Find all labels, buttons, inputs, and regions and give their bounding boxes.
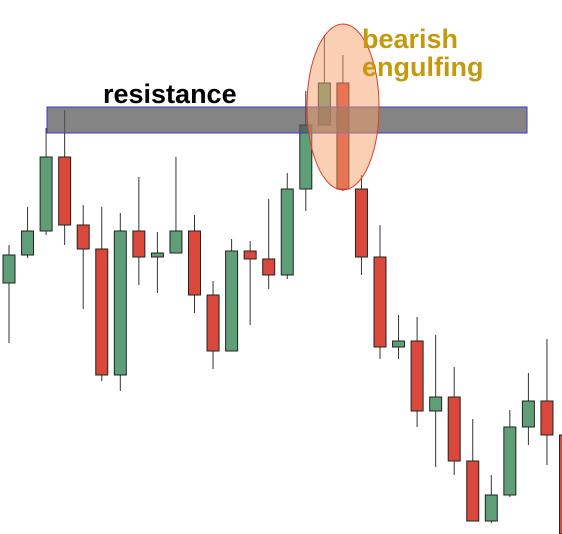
candle-body [132,230,146,258]
candle-body [392,340,406,348]
candle-body [429,396,443,412]
candle-body [466,460,480,522]
annotation: engulfing [362,52,483,82]
highlight [306,23,380,191]
candle-body [484,494,498,522]
candle-body [113,230,127,376]
candle-body [58,156,72,226]
candle-body [280,188,294,276]
candle-body [76,224,90,250]
candle-body [225,250,239,352]
candle-body [521,400,535,428]
candle-body [95,248,109,376]
candle-body [206,294,220,352]
candle-body [447,396,461,462]
candle-body [21,230,35,256]
candle-body [2,254,16,284]
candle-body [503,426,517,496]
candle-body [354,188,368,258]
candle-body [559,434,562,534]
candle-body [188,230,201,296]
candle-body [262,258,276,276]
candle-body [373,256,387,348]
candle-body [39,156,53,232]
candle-body [540,400,554,436]
candle-body [243,250,257,260]
zone-label: resistance [103,79,237,109]
annotation: bearish [362,24,458,54]
candle-body [150,252,164,258]
resistance-zone [46,106,528,134]
candle-body [410,340,424,412]
candle-body [169,230,183,254]
